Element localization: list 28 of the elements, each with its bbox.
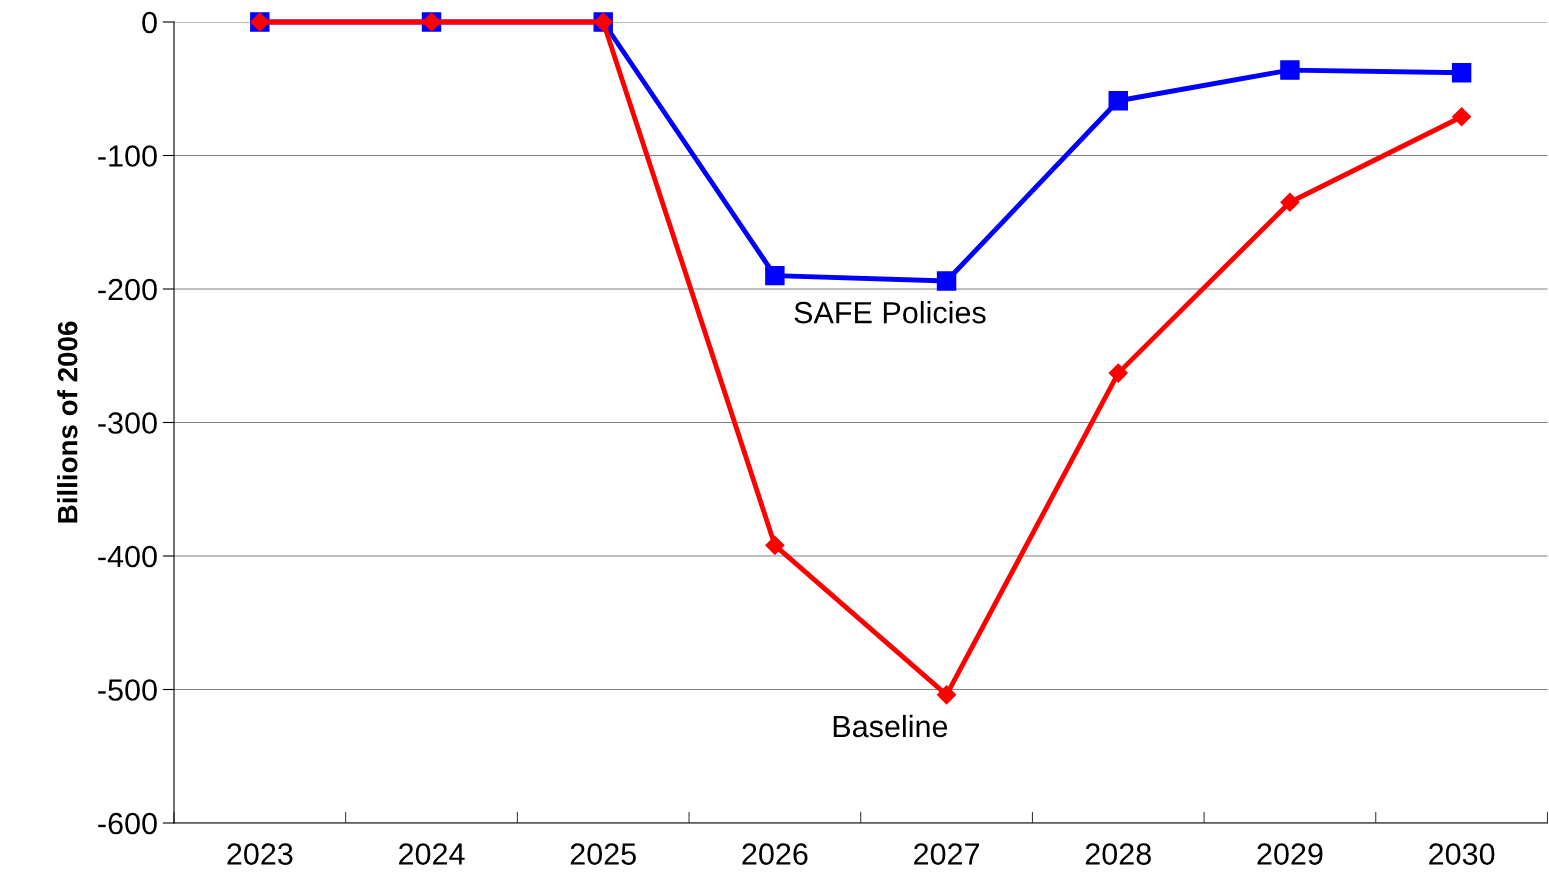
- x-tick-label: 2026: [742, 843, 808, 865]
- x-tick-label: 2030: [1429, 843, 1495, 865]
- y-tick-label: -600: [98, 812, 157, 835]
- y-tick-label: -300: [98, 412, 157, 434]
- point: [1280, 60, 1300, 80]
- point: [765, 265, 785, 286]
- y-tick-label: -500: [98, 679, 157, 701]
- y-tick-label: 0: [142, 11, 157, 34]
- x-tick-label: 2025: [570, 843, 636, 865]
- point: [1452, 107, 1472, 127]
- y-tick-label: -100: [98, 145, 157, 167]
- x-tick-label: 2027: [914, 843, 980, 865]
- point: [1108, 363, 1128, 383]
- x-tick-label: 2028: [1085, 843, 1151, 865]
- y-tick-label: -200: [98, 278, 157, 301]
- y-axis-title: Billions of 2006: [57, 321, 78, 523]
- x-tick-label: 2023: [227, 843, 293, 865]
- point: [1451, 63, 1472, 83]
- point: [936, 271, 957, 291]
- series-label: Baseline: [833, 714, 948, 738]
- x-tick-label: 2029: [1257, 843, 1323, 865]
- series-label: SAFE Policies: [794, 301, 986, 324]
- point: [765, 535, 785, 555]
- point: [937, 685, 957, 705]
- x-tick-label: 2024: [399, 843, 465, 865]
- point: [1280, 192, 1300, 212]
- point: [1108, 91, 1128, 111]
- y-tick-label: -400: [98, 545, 157, 568]
